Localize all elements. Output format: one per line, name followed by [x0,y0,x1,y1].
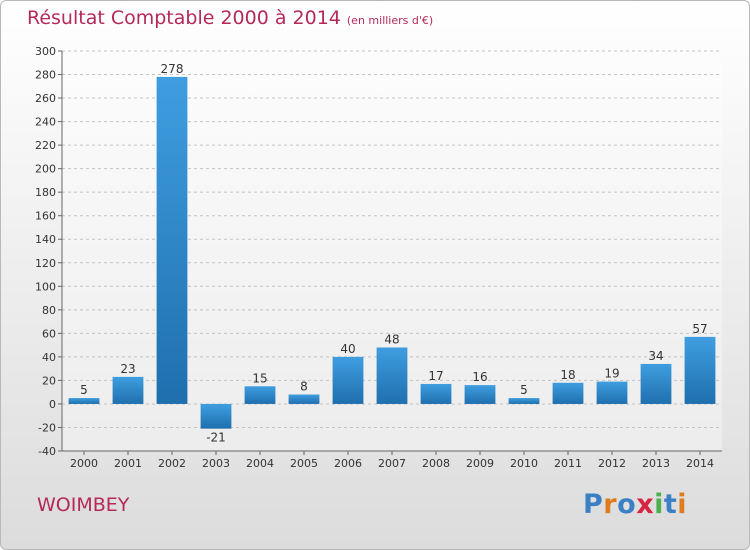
bars [68,76,716,429]
y-tick-label: -20 [38,421,56,434]
value-label-2003: -21 [206,431,226,445]
bar-2011 [552,382,584,404]
bar-2008 [420,383,452,404]
bar-2009 [464,385,496,404]
y-tick-label: 260 [35,92,56,105]
logo-letter: x [636,489,655,520]
x-tick-label-2007: 2007 [378,457,406,470]
value-labels: 5 23 278 -21 15 8 40 48 17 16 5 18 19 34 57 [80,62,707,445]
value-label-2010: 5 [520,383,528,397]
x-tick-label-2004: 2004 [246,457,274,470]
bar-2013 [640,363,672,404]
value-label-2004: 15 [252,371,267,385]
x-tick-label-2013: 2013 [642,457,670,470]
y-tick-label: 300 [35,45,56,58]
value-label-2000: 5 [80,383,88,397]
value-label-2009: 16 [472,370,487,384]
y-tick-label: 220 [35,139,56,152]
bar-2010 [508,398,540,404]
logo-letter: i [677,489,688,520]
y-tick-label: 120 [35,257,56,270]
value-label-2005: 8 [300,380,308,394]
x-tick-label-2006: 2006 [334,457,362,470]
y-tick-label: 100 [35,280,56,293]
x-tick-label-2012: 2012 [598,457,626,470]
x-tick-label-2011: 2011 [554,457,582,470]
x-tick-label-2008: 2008 [422,457,450,470]
y-tick-label: 240 [35,116,56,129]
value-label-2001: 23 [120,362,135,376]
y-tick-label: 0 [49,398,56,411]
x-tick-label-2002: 2002 [158,457,186,470]
bar-2003 [200,403,232,429]
bar-2007 [376,347,408,404]
x-tick-label-2005: 2005 [290,457,318,470]
y-tick-label: 20 [42,374,56,387]
y-tick-label: 180 [35,186,56,199]
logo-letter: r [603,489,618,520]
x-tick-label-2000: 2000 [70,457,98,470]
logo-letter: o [617,489,637,520]
y-tick-label: 160 [35,210,56,223]
bar-2012 [596,381,628,404]
bar-2001 [112,376,144,404]
chart-title: Résultat Comptable 2000 à 2014 (en millie… [27,7,433,29]
logo-letter: i [654,489,664,520]
y-tick-label: 80 [42,304,56,317]
commune-name: WOIMBEY [37,494,130,516]
value-label-2013: 34 [648,349,663,363]
bar-2005 [288,394,320,404]
chart-title-text: Résultat Comptable 2000 à 2014 [27,7,341,29]
y-tick-label: 140 [35,233,56,246]
value-label-2012: 19 [604,367,619,381]
proxiti-logo: Proxiti [583,489,687,520]
value-label-2011: 18 [560,368,575,382]
bar-2002 [156,76,188,404]
x-tick-label-2001: 2001 [114,457,142,470]
y-axis: -40 -20 0 20 40 60 80 100 120 140 160 180 200 220 240 2… [35,45,63,458]
logo-letter: P [583,489,604,520]
x-tick-label-2014: 2014 [686,457,714,470]
logo-letter: t [663,489,678,520]
bar-2006 [332,356,364,404]
y-tick-label: 280 [35,69,56,82]
bar-2000 [68,398,100,404]
x-tick-label-2003: 2003 [202,457,230,470]
y-tick-label: 60 [42,327,56,340]
value-label-2002: 278 [161,62,184,76]
value-label-2008: 17 [428,369,443,383]
x-tick-label-2010: 2010 [510,457,538,470]
chart-subtitle: (en milliers d'€) [346,14,434,27]
y-tick-label: 40 [42,351,56,364]
y-tick-label: 200 [35,163,56,176]
value-label-2014: 57 [692,322,707,336]
bar-2004 [244,386,276,404]
bar-2014 [684,336,716,404]
x-axis: 2000 2001 2002 2003 2004 2005 2006 2007 2008 2009… [62,450,722,470]
value-label-2007: 48 [384,332,399,346]
x-tick-label-2009: 2009 [466,457,494,470]
value-label-2006: 40 [340,342,355,356]
y-tick-label: -40 [38,445,56,458]
